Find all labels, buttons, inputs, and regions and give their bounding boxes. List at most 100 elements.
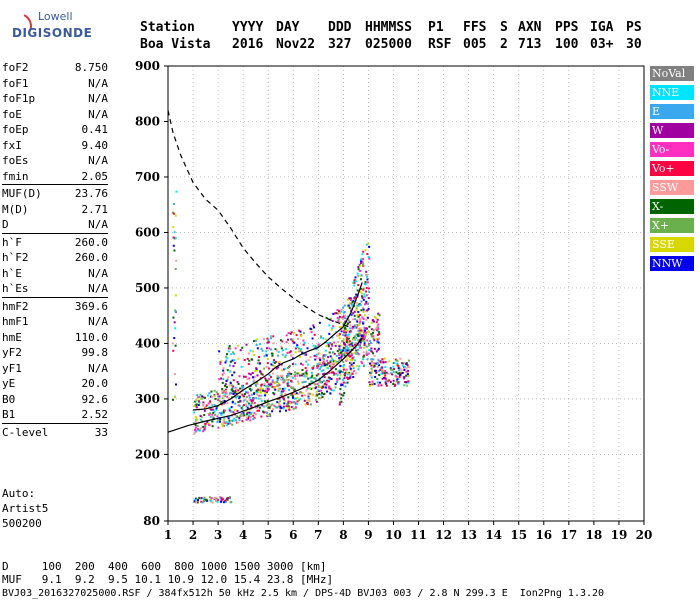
echo-point <box>330 389 333 392</box>
echo-point <box>368 344 371 347</box>
echo-point <box>353 314 356 317</box>
echo-point <box>343 377 346 380</box>
echo-point <box>338 357 341 360</box>
echo-point <box>322 379 325 382</box>
logo-text-bottom: DIGISONDE <box>12 26 93 40</box>
echo-point <box>354 318 357 321</box>
echo-point <box>322 369 325 372</box>
echo-point <box>266 362 269 365</box>
echo-point <box>362 262 365 265</box>
echo-point <box>364 281 367 284</box>
echo-point <box>264 392 267 395</box>
echo-point <box>273 381 276 384</box>
header-row1-cell: S <box>500 20 508 35</box>
echo-point <box>324 349 327 352</box>
echo-point <box>326 341 329 344</box>
echo-point <box>228 409 231 412</box>
echo-point <box>209 412 212 415</box>
echo-point <box>333 312 336 315</box>
echo-point <box>359 258 362 261</box>
echo-point <box>225 355 228 358</box>
echo-point <box>202 430 205 433</box>
echo-point <box>337 310 340 313</box>
echo-point <box>237 382 240 385</box>
echo-point <box>267 339 270 342</box>
echo-point <box>252 397 255 400</box>
echo-point <box>401 362 404 365</box>
legend-item-ssw: SSW <box>650 180 694 195</box>
echo-point <box>174 294 177 297</box>
echo-point <box>302 372 305 375</box>
echo-point <box>305 360 308 363</box>
echo-point <box>248 394 251 397</box>
echo-point <box>207 402 210 405</box>
echo-point <box>357 284 360 287</box>
echo-point <box>373 316 376 319</box>
echo-point <box>397 372 400 375</box>
echo-point <box>373 364 376 367</box>
echo-point <box>340 310 343 313</box>
echo-point <box>225 392 228 395</box>
param-row: yF1 N/A <box>2 361 108 377</box>
echo-point <box>264 394 267 397</box>
param-value: N/A <box>88 282 108 295</box>
echo-point <box>330 377 333 380</box>
echo-point <box>371 331 374 334</box>
echo-point <box>350 313 353 316</box>
echo-point <box>289 402 292 405</box>
echo-point <box>361 263 364 266</box>
echo-point <box>379 368 382 371</box>
echo-point <box>392 365 395 368</box>
echo-point <box>321 362 324 365</box>
echo-point <box>241 420 244 423</box>
echo-point <box>205 499 208 502</box>
echo-point <box>262 338 265 341</box>
echo-point <box>291 395 294 398</box>
echo-point <box>266 337 269 340</box>
echo-point <box>197 400 200 403</box>
echo-point <box>406 364 409 367</box>
echo-point <box>343 350 346 353</box>
x-tick-label: 13 <box>460 528 477 542</box>
param-separator <box>2 422 108 424</box>
echo-point <box>324 364 327 367</box>
echo-point <box>259 371 262 374</box>
echo-point <box>214 397 217 400</box>
echo-point <box>360 274 363 277</box>
echo-point <box>320 370 323 373</box>
param-name: C-level <box>2 425 49 439</box>
echo-point <box>258 362 261 365</box>
echo-point <box>341 378 344 381</box>
echo-point <box>256 409 259 412</box>
echo-point <box>352 281 355 284</box>
echo-point <box>272 360 275 363</box>
echo-point <box>405 370 408 373</box>
echo-point <box>359 303 362 306</box>
echo-point <box>216 415 219 418</box>
header-row2-cell: 713 <box>518 37 542 52</box>
echo-point <box>288 351 291 354</box>
echo-point <box>351 302 354 305</box>
echo-point <box>345 356 348 359</box>
echo-point <box>353 310 356 313</box>
echo-point <box>378 333 381 336</box>
param-name: MUF(D) <box>2 187 42 200</box>
echo-point <box>211 415 214 418</box>
echo-point <box>202 404 205 407</box>
echo-point <box>348 302 351 305</box>
param-name: h`Es <box>2 282 29 295</box>
echo-point <box>288 384 291 387</box>
echo-point <box>266 358 269 361</box>
echo-point <box>255 391 258 394</box>
echo-point <box>296 397 299 400</box>
echo-point <box>220 498 223 501</box>
echo-point <box>317 365 320 368</box>
echo-point <box>407 369 410 372</box>
echo-point <box>396 359 399 362</box>
echo-point <box>346 323 349 326</box>
echo-point <box>317 384 320 387</box>
echo-point <box>301 392 304 395</box>
echo-point <box>345 336 348 339</box>
param-row: yE 20.0 <box>2 376 108 392</box>
echo-point <box>331 327 334 330</box>
